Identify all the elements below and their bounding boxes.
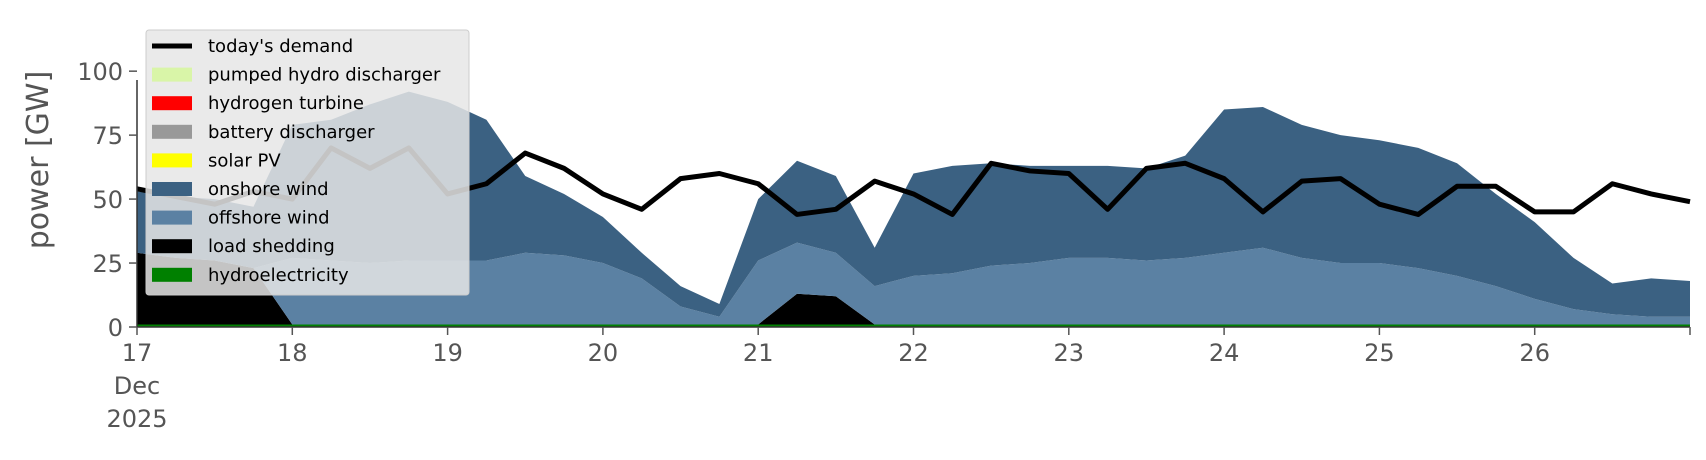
legend-swatch [152, 182, 192, 196]
y-tick-label: 50 [92, 186, 123, 214]
legend: today's demand pumped hydro discharger hyd… [145, 29, 470, 296]
legend-label: offshore wind [208, 208, 330, 229]
legend-label: hydroelectricity [208, 265, 349, 286]
legend-swatch [152, 239, 192, 254]
x-tick-sublabel: Dec [114, 372, 160, 400]
x-tick-label: 23 [1054, 339, 1085, 367]
legend-swatch [152, 124, 192, 139]
legend-swatch [152, 67, 192, 82]
y-tick-label: 75 [92, 122, 123, 150]
y-axis-label: power [GW] [21, 71, 56, 250]
legend-swatch [152, 210, 192, 225]
y-tick-label: 100 [77, 58, 123, 86]
legend-swatch [152, 267, 192, 282]
x-tick-label: 22 [898, 339, 929, 367]
legend-label: hydrogen turbine [208, 93, 364, 114]
y-tick-label: 0 [108, 314, 123, 342]
x-tick-label: 19 [432, 339, 463, 367]
legend-label: today's demand [208, 36, 353, 57]
y-tick-label: 25 [92, 250, 123, 278]
legend-label: load shedding [208, 236, 335, 257]
legend-swatch [152, 96, 192, 111]
axes: 0 25 50 75 100 17 Dec 2025 18 19 20 21 22 23 24 25 26 [77, 58, 1691, 433]
legend-box [145, 29, 470, 296]
legend-label: solar PV [208, 150, 281, 171]
area-offshore-wind [137, 242, 1690, 325]
legend-swatch [152, 153, 192, 168]
x-tick-sublabel: 2025 [106, 405, 167, 433]
legend-label: onshore wind [208, 179, 329, 200]
x-tick-label: 21 [743, 339, 774, 367]
x-tick-label: 17 [122, 339, 153, 367]
x-tick-label: 25 [1364, 339, 1395, 367]
x-tick-label: 20 [588, 339, 619, 367]
legend-label: pumped hydro discharger [208, 65, 441, 86]
x-tick-label: 26 [1519, 339, 1550, 367]
x-tick-label: 24 [1209, 339, 1240, 367]
legend-label: battery discharger [208, 122, 375, 143]
area-onshore-wind [137, 91, 1690, 317]
x-tick-label: 18 [277, 339, 308, 367]
